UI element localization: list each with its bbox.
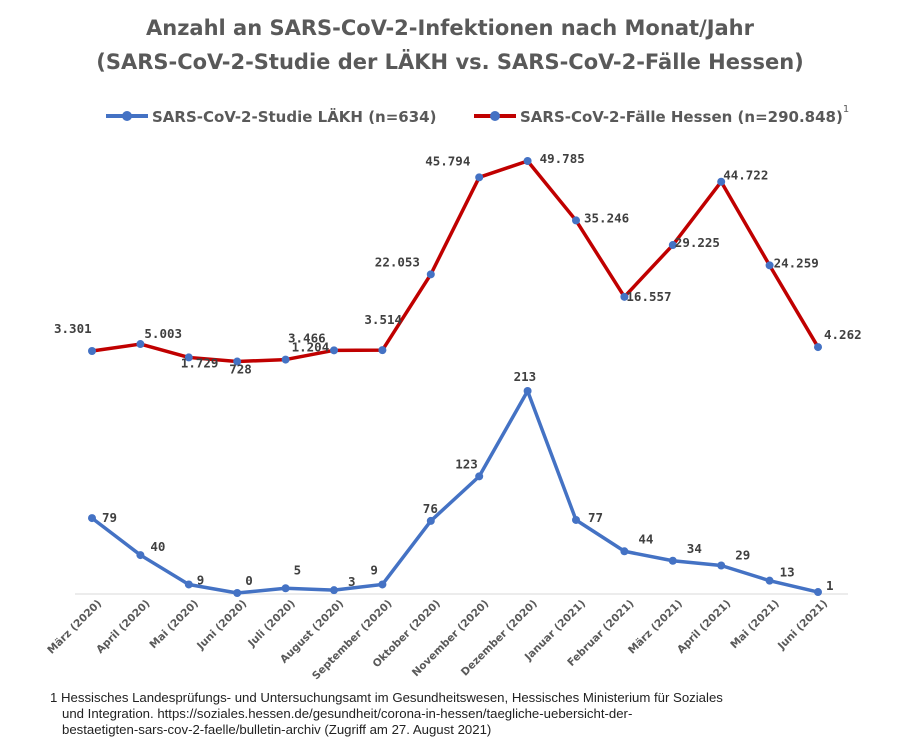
study-point <box>668 556 677 565</box>
study-data-label: 40 <box>150 539 165 554</box>
x-tick-label: Juni (2021) <box>775 598 830 653</box>
hessen-data-label: 45.794 <box>425 153 470 168</box>
footnote-line-3: bestaetigten-sars-cov-2-faelle/bulletin-… <box>62 722 492 737</box>
hessen-point <box>426 270 435 279</box>
hessen-data-label: 3.514 <box>364 312 402 327</box>
hessen-data-label: 4.262 <box>824 327 862 342</box>
study-data-label: 79 <box>102 510 117 525</box>
footnote: 1 Hessisches Landesprüfungs- und Untersu… <box>50 690 880 738</box>
study-data-label: 213 <box>514 369 537 384</box>
hessen-point <box>717 177 726 186</box>
hessen-data-label: 44.722 <box>723 168 768 183</box>
study-data-label: 34 <box>687 541 702 556</box>
study-point <box>426 516 435 525</box>
legend: SARS-CoV-2-Studie LÄKH (n=634) SARS-CoV-… <box>106 104 849 126</box>
study-data-label: 0 <box>245 573 253 588</box>
x-tick-label: Mai (2021) <box>728 598 781 651</box>
study-data-label: 9 <box>370 562 378 577</box>
hessen-data-label: 728 <box>229 362 252 377</box>
hessen-data-label: 1.729 <box>181 355 219 370</box>
legend-marker-study <box>122 111 132 121</box>
study-data-label: 44 <box>638 531 653 546</box>
study-data-label: 1 <box>826 578 834 593</box>
study-point <box>378 580 387 589</box>
hessen-line <box>91 159 820 364</box>
study-data-label: 13 <box>780 565 795 580</box>
hessen-point <box>88 347 96 356</box>
hessen-point <box>281 355 290 364</box>
study-point <box>184 580 193 589</box>
footnote-line-1: 1 Hessisches Landesprüfungs- und Untersu… <box>50 690 723 705</box>
study-line <box>90 389 819 595</box>
hessen-data-label: 29.225 <box>675 235 720 250</box>
x-tick-label: Juni (2020) <box>194 598 249 653</box>
hessen-data-label: 3.466 <box>288 330 326 345</box>
study-point <box>233 589 242 597</box>
x-tick-label: September (2020) <box>310 598 395 683</box>
study-data-label: 123 <box>455 456 478 471</box>
hessen-data-label: 1.204 <box>292 340 330 355</box>
study-data-label: 29 <box>735 547 750 562</box>
hessen-point <box>136 340 145 349</box>
hessen-point <box>668 241 677 250</box>
hessen-data-label: 3.301 <box>54 321 92 336</box>
study-data-label: 9 <box>197 572 205 587</box>
study-point <box>475 472 484 481</box>
study-point <box>620 547 629 556</box>
legend-marker-hessen <box>490 111 500 121</box>
hessen-point <box>523 157 532 165</box>
x-axis-tick-labels: März (2020)April (2020)Mai (2020)Juni (2… <box>45 598 830 683</box>
hessen-data-label: 35.246 <box>584 210 629 225</box>
legend-label-study: SARS-CoV-2-Studie LÄKH (n=634) <box>152 107 436 126</box>
study-data-label: 76 <box>423 501 438 516</box>
hessen-point <box>378 346 387 355</box>
study-point <box>765 576 774 585</box>
study-point <box>88 514 96 523</box>
line-chart: SARS-CoV-2-Studie LÄKH (n=634) SARS-CoV-… <box>45 104 862 683</box>
study-point <box>523 387 532 395</box>
legend-label-hessen: SARS-CoV-2-Fälle Hessen (n=290.848)1 <box>520 104 849 126</box>
hessen-data-label: 49.785 <box>540 151 585 166</box>
legend-label-hessen-text: SARS-CoV-2-Fälle Hessen (n=290.848) <box>520 108 843 126</box>
hessen-point <box>184 353 193 362</box>
legend-footnote-mark: 1 <box>843 104 849 115</box>
chart-subtitle: (SARS-CoV-2-Studie der LÄKH vs. SARS-CoV… <box>96 50 804 74</box>
study-point <box>281 584 290 593</box>
study-data-label: 77 <box>588 510 603 525</box>
hessen-data-label: 24.259 <box>774 255 819 270</box>
study-data-label: 3 <box>348 574 356 589</box>
study-data-label: 5 <box>294 562 302 577</box>
hessen-point <box>765 261 774 270</box>
hessen-point <box>475 173 484 182</box>
x-tick-label: Mai (2020) <box>147 598 200 651</box>
hessen-data-label: 22.053 <box>375 254 420 269</box>
hessen-point <box>814 343 822 352</box>
footnote-line-2: und Integration. https://soziales.hessen… <box>62 706 633 721</box>
chart-title: Anzahl an SARS-CoV-2-Infektionen nach Mo… <box>146 16 754 40</box>
hessen-data-label: 16.557 <box>626 289 671 304</box>
hessen-point <box>572 216 580 225</box>
study-point <box>572 515 580 524</box>
hessen-point <box>620 292 629 301</box>
hessen-point <box>330 346 338 355</box>
x-tick-label: Juli (2020) <box>245 598 297 650</box>
study-point <box>136 551 145 560</box>
study-point <box>814 588 822 597</box>
study-point <box>330 586 338 595</box>
hessen-point <box>233 357 242 366</box>
hessen-data-label: 5.003 <box>144 326 182 341</box>
study-point <box>717 561 726 570</box>
